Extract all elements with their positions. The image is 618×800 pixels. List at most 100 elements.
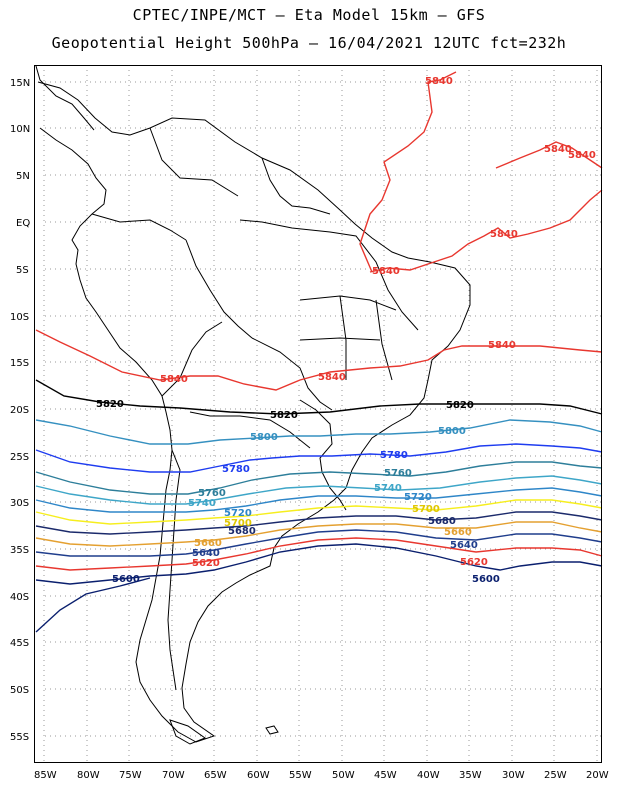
label-5840-c: 5840 [568,150,596,161]
lat-tick-label: 15S [10,358,29,369]
south-america-coastline [37,81,471,743]
lon-tick-label: 70W [162,770,185,781]
label-5680-b: 5680 [428,516,456,527]
lon-tick-label: 75W [119,770,142,781]
label-5780-a: 5780 [222,464,250,475]
contour-5840-east [369,189,603,273]
label-5640-b: 5640 [450,540,478,551]
contour-5840-south [35,329,603,391]
contour-5760 [35,461,603,495]
border-peru-bolivia [161,321,223,397]
label-5840-h: 5840 [318,372,346,383]
label-5620-b: 5620 [460,557,488,568]
label-5660-b: 5660 [444,527,472,538]
lat-tick-label: 5S [16,265,29,276]
contour-5780 [35,443,603,473]
falkland-islands [265,725,279,735]
border-colombia-venezuela [149,127,239,197]
border-colombia-peru-ecuador [91,213,187,241]
lon-tick-label: 55W [289,770,312,781]
brazil-state-lines [299,295,397,381]
lat-tick-label: 45S [10,638,29,649]
contour-5620 [35,537,603,571]
lat-tick-label: 40S [10,592,29,603]
label-5820-a: 5820 [96,399,124,410]
map-frame [34,65,602,763]
label-5620-a: 5620 [192,558,220,569]
label-5760-a: 5760 [198,488,226,499]
lat-tick-label: 15N [10,78,30,89]
lat-tick-label: 10N [10,124,30,135]
label-5840-a: 5840 [425,76,453,87]
contour-5680 [35,511,603,535]
label-5840-d: 5840 [490,229,518,240]
lon-tick-label: 60W [247,770,270,781]
label-5840-f: 5840 [488,340,516,351]
coastlines-and-borders [35,65,471,745]
border-venezuela-guyana [261,157,331,215]
lat-tick-label: 10S [10,312,29,323]
label-5700-b: 5700 [412,504,440,515]
contour-5640 [35,529,603,557]
lat-tick-label: 35S [10,545,29,556]
label-5760-b: 5760 [384,468,412,479]
lat-tick-label: 50S [10,685,29,696]
tierra-del-fuego [169,719,207,745]
border-argentina-uruguay [321,471,347,511]
contour-5660 [35,521,603,547]
border-bolivia-brazil [251,337,333,411]
lat-lon-grid [43,65,602,763]
border-chile-argentina [167,449,181,691]
label-5820-c: 5820 [446,400,474,411]
lat-tick-label: 20S [10,405,29,416]
label-5740-b: 5740 [374,483,402,494]
map-title-line1: CPTEC/INPE/MCT – Eta Model 15km – GFS [132,6,486,24]
lon-tick-label: 50W [332,770,355,781]
label-5840-e: 5840 [372,266,400,277]
label-5600-b: 5600 [472,574,500,585]
label-5720-a: 5720 [224,508,252,519]
lat-tick-label: 25S [10,452,29,463]
label-5720-b: 5720 [404,492,432,503]
lon-tick-label: 40W [417,770,440,781]
border-brazil-states [239,219,419,331]
label-5840-g: 5840 [160,374,188,385]
lon-tick-label: 20W [586,770,609,781]
central-america-coastline [35,65,95,131]
label-5800-a: 5800 [250,432,278,443]
border-peru-brazil [185,239,253,339]
border-paraguay-brazil [299,399,333,473]
lat-tick-label: EQ [16,218,30,229]
label-5840-b: 5840 [544,144,572,155]
lon-tick-label: 45W [374,770,397,781]
lon-tick-label: 65W [204,770,227,781]
contour-5840-rhs [495,141,603,169]
contour-5820 [35,379,603,415]
label-5680-a: 5680 [228,526,256,537]
label-5780-b: 5780 [380,450,408,461]
contour-5740 [35,475,603,505]
label-5640-a: 5640 [192,548,220,559]
label-5740-a: 5740 [188,498,216,509]
contour-lines [35,71,603,633]
contour-5840-north [359,71,457,273]
label-5600-a: 5600 [112,574,140,585]
contour-5600 [35,543,603,585]
longitude-axis: 85W 80W 75W 70W 65W 60W 55W 50W 45W 40W … [34,770,609,781]
lon-tick-label: 85W [34,770,57,781]
contour-5700 [35,499,603,525]
border-bolivia-paraguay-argentina [189,411,311,449]
lon-tick-label: 30W [502,770,525,781]
label-5820-b: 5820 [270,410,298,421]
lon-tick-label: 80W [77,770,100,781]
lon-tick-label: 35W [459,770,482,781]
contour-5800 [35,419,603,445]
map-title-line2: Geopotential Height 500hPa – 16/04/2021 … [51,34,567,52]
lat-tick-label: 55S [10,732,29,743]
lat-tick-label: 30S [10,498,29,509]
contour-labels: 5840 5840 5840 5840 5840 5840 5840 5840 … [96,76,596,585]
label-5660-a: 5660 [194,538,222,549]
label-5700-a: 5700 [224,518,252,529]
label-5800-b: 5800 [438,426,466,437]
